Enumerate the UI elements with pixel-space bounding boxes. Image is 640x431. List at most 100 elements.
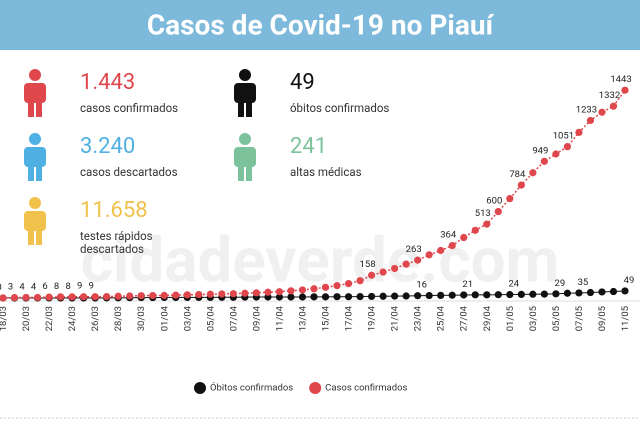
data-label: 16 [416,280,427,291]
point [287,287,295,295]
point [310,293,318,301]
x-tick-label: 07/05 [574,306,585,331]
icon-leg [28,100,34,117]
data-label: 600 [486,196,502,207]
stat-label: testes rápidos [80,229,153,243]
point [414,292,422,300]
x-tick-label: 26/03 [90,306,101,331]
icon-head [239,69,251,81]
point [22,293,30,302]
point [483,291,491,299]
point [621,86,629,94]
stat-label: altas médicas [290,165,362,179]
data-label: 158 [360,259,376,270]
point [298,293,307,301]
point [160,291,168,300]
person-icon [234,133,256,181]
stat-value: 1.443 [80,70,135,95]
icon-body [24,211,46,231]
x-tick-label: 30/03 [136,306,147,331]
point [80,293,88,301]
x-tick-label: 22/03 [44,306,55,331]
point [321,283,330,291]
point [287,293,295,301]
data-label: 4 [19,281,25,292]
point [252,289,261,297]
point [103,292,111,301]
data-label: 263 [406,244,422,255]
stat-value: 241 [290,134,327,159]
data-label: 3 [8,282,13,293]
x-tick-label: 09/04 [251,305,262,331]
point [310,285,318,293]
x-tick-label: 21/04 [390,305,401,331]
point [149,291,157,300]
stat-value: 3.240 [80,134,135,159]
point [586,116,595,125]
data-label: 364 [440,230,457,241]
watermark: cidadeverde.com [81,224,560,297]
point [333,293,341,301]
point [114,292,122,300]
point [552,150,560,158]
data-label: 4 [31,281,37,292]
point [598,288,606,296]
point [367,271,376,279]
data-label: 8 [65,281,70,292]
point [471,291,479,299]
icon-leg [238,164,244,181]
point [437,246,445,255]
point [529,290,537,298]
point [540,157,548,165]
point [402,260,410,268]
icon-leg [28,164,34,181]
point [367,292,376,301]
point [379,292,387,300]
point [609,287,618,296]
point [540,290,548,298]
x-tick-label: 27/04 [459,305,470,331]
point [10,293,19,302]
icon-body [234,83,256,103]
point [483,220,491,228]
stat-label: descartados [80,242,144,256]
x-tick-label: 09/05 [597,306,608,331]
point [391,292,399,300]
point [218,290,226,298]
x-tick-label: 20/03 [21,306,32,331]
stat-value: 11.658 [80,198,148,223]
point [425,251,433,259]
point [275,293,284,301]
point [33,293,42,302]
data-label: 24 [508,279,519,290]
point [379,268,387,276]
point [45,293,53,301]
icon-body [24,147,46,167]
icon-body [234,147,256,167]
point [241,289,249,297]
point [448,241,456,250]
x-tick-label: 01/04 [159,305,170,331]
stat-label: óbitos confirmados [290,101,389,115]
icon-head [29,133,41,145]
point [460,233,468,242]
point [425,291,433,300]
point [552,290,560,298]
point [275,288,284,296]
point [391,264,399,273]
data-label: 1443 [610,74,631,85]
point [598,108,606,116]
x-tick-label: 11/05 [620,306,631,331]
point [333,282,341,290]
title-bar [0,0,640,50]
point [517,181,525,189]
point [56,293,65,301]
icon-leg [36,100,42,117]
x-tick-label: 07/04 [228,305,239,331]
point [609,102,618,110]
point [356,292,364,301]
x-tick-label: 23/04 [413,305,424,331]
x-tick-label: 19/04 [367,305,378,331]
